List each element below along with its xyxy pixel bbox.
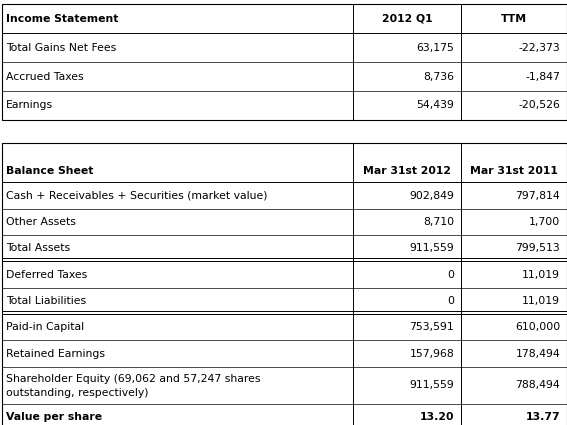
Text: 11,019: 11,019 xyxy=(522,296,560,306)
Text: Mar 31st 2011: Mar 31st 2011 xyxy=(470,166,558,176)
Text: Paid-in Capital: Paid-in Capital xyxy=(6,322,84,332)
Text: 902,849: 902,849 xyxy=(409,190,454,201)
Text: Total Assets: Total Assets xyxy=(6,243,70,253)
Text: 788,494: 788,494 xyxy=(515,380,560,391)
Text: outstanding, respectively): outstanding, respectively) xyxy=(6,388,149,398)
Bar xyxy=(2,143,567,425)
Text: 157,968: 157,968 xyxy=(409,348,454,359)
Text: Deferred Taxes: Deferred Taxes xyxy=(6,269,87,280)
Text: Balance Sheet: Balance Sheet xyxy=(6,166,94,176)
Text: Other Assets: Other Assets xyxy=(6,217,76,227)
Text: 11,019: 11,019 xyxy=(522,269,560,280)
Text: Accrued Taxes: Accrued Taxes xyxy=(6,71,84,82)
Text: -22,373: -22,373 xyxy=(518,42,560,53)
Text: Mar 31st 2012: Mar 31st 2012 xyxy=(363,166,451,176)
Text: 911,559: 911,559 xyxy=(409,243,454,253)
Text: 0: 0 xyxy=(447,269,454,280)
Text: -20,526: -20,526 xyxy=(518,100,560,110)
Text: TTM: TTM xyxy=(501,14,527,24)
Text: 610,000: 610,000 xyxy=(515,322,560,332)
Text: 8,736: 8,736 xyxy=(423,71,454,82)
Text: 8,710: 8,710 xyxy=(423,217,454,227)
Text: 797,814: 797,814 xyxy=(515,190,560,201)
Text: Shareholder Equity (69,062 and 57,247 shares: Shareholder Equity (69,062 and 57,247 sh… xyxy=(6,374,261,384)
Bar xyxy=(2,4,567,120)
Text: 1,700: 1,700 xyxy=(529,217,560,227)
Text: 13.20: 13.20 xyxy=(420,412,454,422)
Text: 799,513: 799,513 xyxy=(515,243,560,253)
Text: 0: 0 xyxy=(447,296,454,306)
Text: Earnings: Earnings xyxy=(6,100,53,110)
Text: 753,591: 753,591 xyxy=(409,322,454,332)
Text: 13.77: 13.77 xyxy=(526,412,560,422)
Text: 178,494: 178,494 xyxy=(515,348,560,359)
Text: 2012 Q1: 2012 Q1 xyxy=(382,14,433,24)
Text: Value per share: Value per share xyxy=(6,412,103,422)
Text: 911,559: 911,559 xyxy=(409,380,454,391)
Text: Total Liabilities: Total Liabilities xyxy=(6,296,86,306)
Text: 63,175: 63,175 xyxy=(416,42,454,53)
Text: Cash + Receivables + Securities (market value): Cash + Receivables + Securities (market … xyxy=(6,190,268,201)
Text: -1,847: -1,847 xyxy=(525,71,560,82)
Text: Total Gains Net Fees: Total Gains Net Fees xyxy=(6,42,116,53)
Text: Income Statement: Income Statement xyxy=(6,14,119,24)
Text: 54,439: 54,439 xyxy=(416,100,454,110)
Text: Retained Earnings: Retained Earnings xyxy=(6,348,105,359)
